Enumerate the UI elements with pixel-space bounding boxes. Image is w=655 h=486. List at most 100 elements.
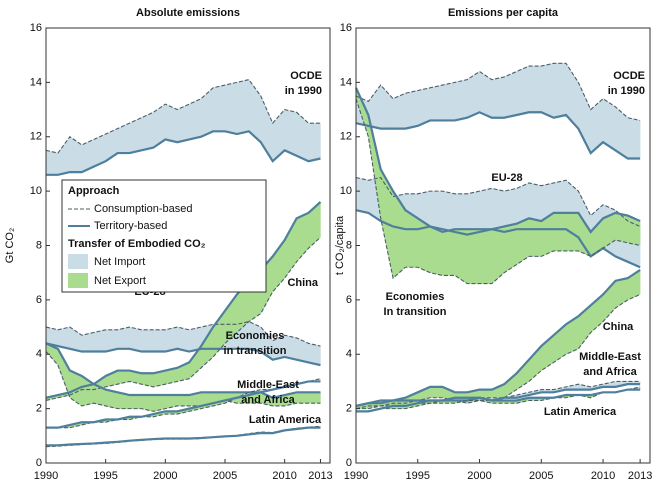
legend-export-swatch <box>68 273 88 288</box>
net-import-area <box>93 329 106 352</box>
legend-item: Net Export <box>94 275 146 287</box>
net-import-area <box>177 103 190 143</box>
net-export-area <box>296 392 309 404</box>
net-import-area <box>141 111 154 151</box>
x-tick-label: 2000 <box>467 470 491 482</box>
territory-line <box>355 111 641 160</box>
net-import-area <box>129 326 142 352</box>
net-import-area <box>224 82 238 135</box>
y-tick-label: 16 <box>30 22 42 34</box>
net-import-area <box>57 135 71 176</box>
net-import-area <box>454 79 468 121</box>
region-label: Latin America <box>249 414 322 426</box>
region-label: Latin America <box>544 406 617 418</box>
net-import-area <box>355 177 369 214</box>
net-export-area <box>479 228 493 284</box>
y-tick-label: 6 <box>346 294 352 306</box>
net-export-area <box>553 212 567 252</box>
net-import-area <box>284 109 297 157</box>
x-tick-label: 1990 <box>344 470 368 482</box>
region-label: Economies <box>386 291 445 303</box>
net-import-area <box>308 122 321 162</box>
consumption-line <box>45 79 321 154</box>
region-label: Middle-East <box>579 351 641 363</box>
y-tick-label: 2 <box>36 403 42 415</box>
net-import-area <box>212 84 226 132</box>
y-axis-label: t CO₂/capita <box>334 215 346 275</box>
consumption-line <box>45 351 321 412</box>
x-tick-label: 2005 <box>529 470 553 482</box>
x-tick-label: 2010 <box>591 470 615 482</box>
territory-line <box>355 269 641 407</box>
net-import-area <box>165 103 178 143</box>
net-export-area <box>57 348 71 398</box>
net-export-area <box>516 217 530 265</box>
net-import-area <box>165 326 178 352</box>
net-import-area <box>627 117 641 159</box>
legend-item: Territory-based <box>94 220 167 232</box>
net-import-area <box>541 63 554 119</box>
chart-title: Emissions per capita <box>448 7 559 19</box>
net-import-area <box>429 190 443 230</box>
net-import-area <box>296 337 309 363</box>
net-export-area <box>405 209 419 268</box>
y-tick-label: 2 <box>346 403 352 415</box>
net-export-area <box>565 212 579 252</box>
net-export-area <box>429 226 443 276</box>
net-import-area <box>528 65 542 113</box>
territory-line <box>45 342 321 399</box>
net-import-area <box>272 108 285 162</box>
territory-line <box>45 342 321 367</box>
net-import-area <box>81 332 94 352</box>
net-import-area <box>392 92 406 129</box>
y-tick-label: 0 <box>36 457 42 469</box>
y-tick-label: 12 <box>30 131 42 143</box>
net-import-area <box>466 71 480 119</box>
net-import-area <box>491 188 505 233</box>
net-import-area <box>553 63 567 119</box>
territory-line <box>46 426 321 447</box>
region-label: OCDE <box>613 70 645 82</box>
consumption-line <box>45 321 321 347</box>
y-tick-label: 4 <box>346 348 352 360</box>
legend-box <box>61 179 267 293</box>
consumption-line <box>355 176 641 227</box>
net-import-area <box>153 329 166 352</box>
chart-title: Absolute emissions <box>136 7 240 19</box>
legend-title: Approach <box>68 185 120 197</box>
legend-import-swatch <box>68 254 88 269</box>
legend-title: Transfer of Embodied CO₂ <box>68 238 206 250</box>
consumption-line <box>355 62 641 121</box>
net-import-area <box>479 188 493 233</box>
y-tick-label: 8 <box>346 239 352 251</box>
y-tick-label: 0 <box>346 457 352 469</box>
region-label: in 1990 <box>608 85 645 97</box>
territory-line <box>355 383 641 407</box>
net-export-area <box>615 212 629 244</box>
net-import-area <box>45 150 59 176</box>
net-import-area <box>429 84 443 121</box>
net-import-area <box>129 117 142 154</box>
y-tick-label: 10 <box>30 185 42 197</box>
x-tick-label: 2005 <box>213 470 237 482</box>
net-import-area <box>177 326 190 352</box>
net-import-area <box>188 98 202 140</box>
region-label: and Africa <box>583 366 637 378</box>
net-import-area <box>491 76 505 118</box>
territory-line <box>45 201 322 399</box>
territory-line <box>46 130 321 176</box>
y-tick-label: 4 <box>36 348 42 360</box>
y-tick-label: 10 <box>340 185 352 197</box>
region-label: OCDE <box>290 70 322 82</box>
region-label: China <box>287 277 318 289</box>
net-import-area <box>442 190 456 233</box>
x-tick-label: 1990 <box>34 470 58 482</box>
net-import-area <box>117 122 130 154</box>
region-label: China <box>603 321 634 333</box>
region-label: EU-28 <box>491 172 522 184</box>
x-tick-label: 2010 <box>272 470 296 482</box>
net-import-area <box>117 326 130 350</box>
x-tick-label: 2000 <box>153 470 177 482</box>
y-tick-label: 6 <box>36 294 42 306</box>
